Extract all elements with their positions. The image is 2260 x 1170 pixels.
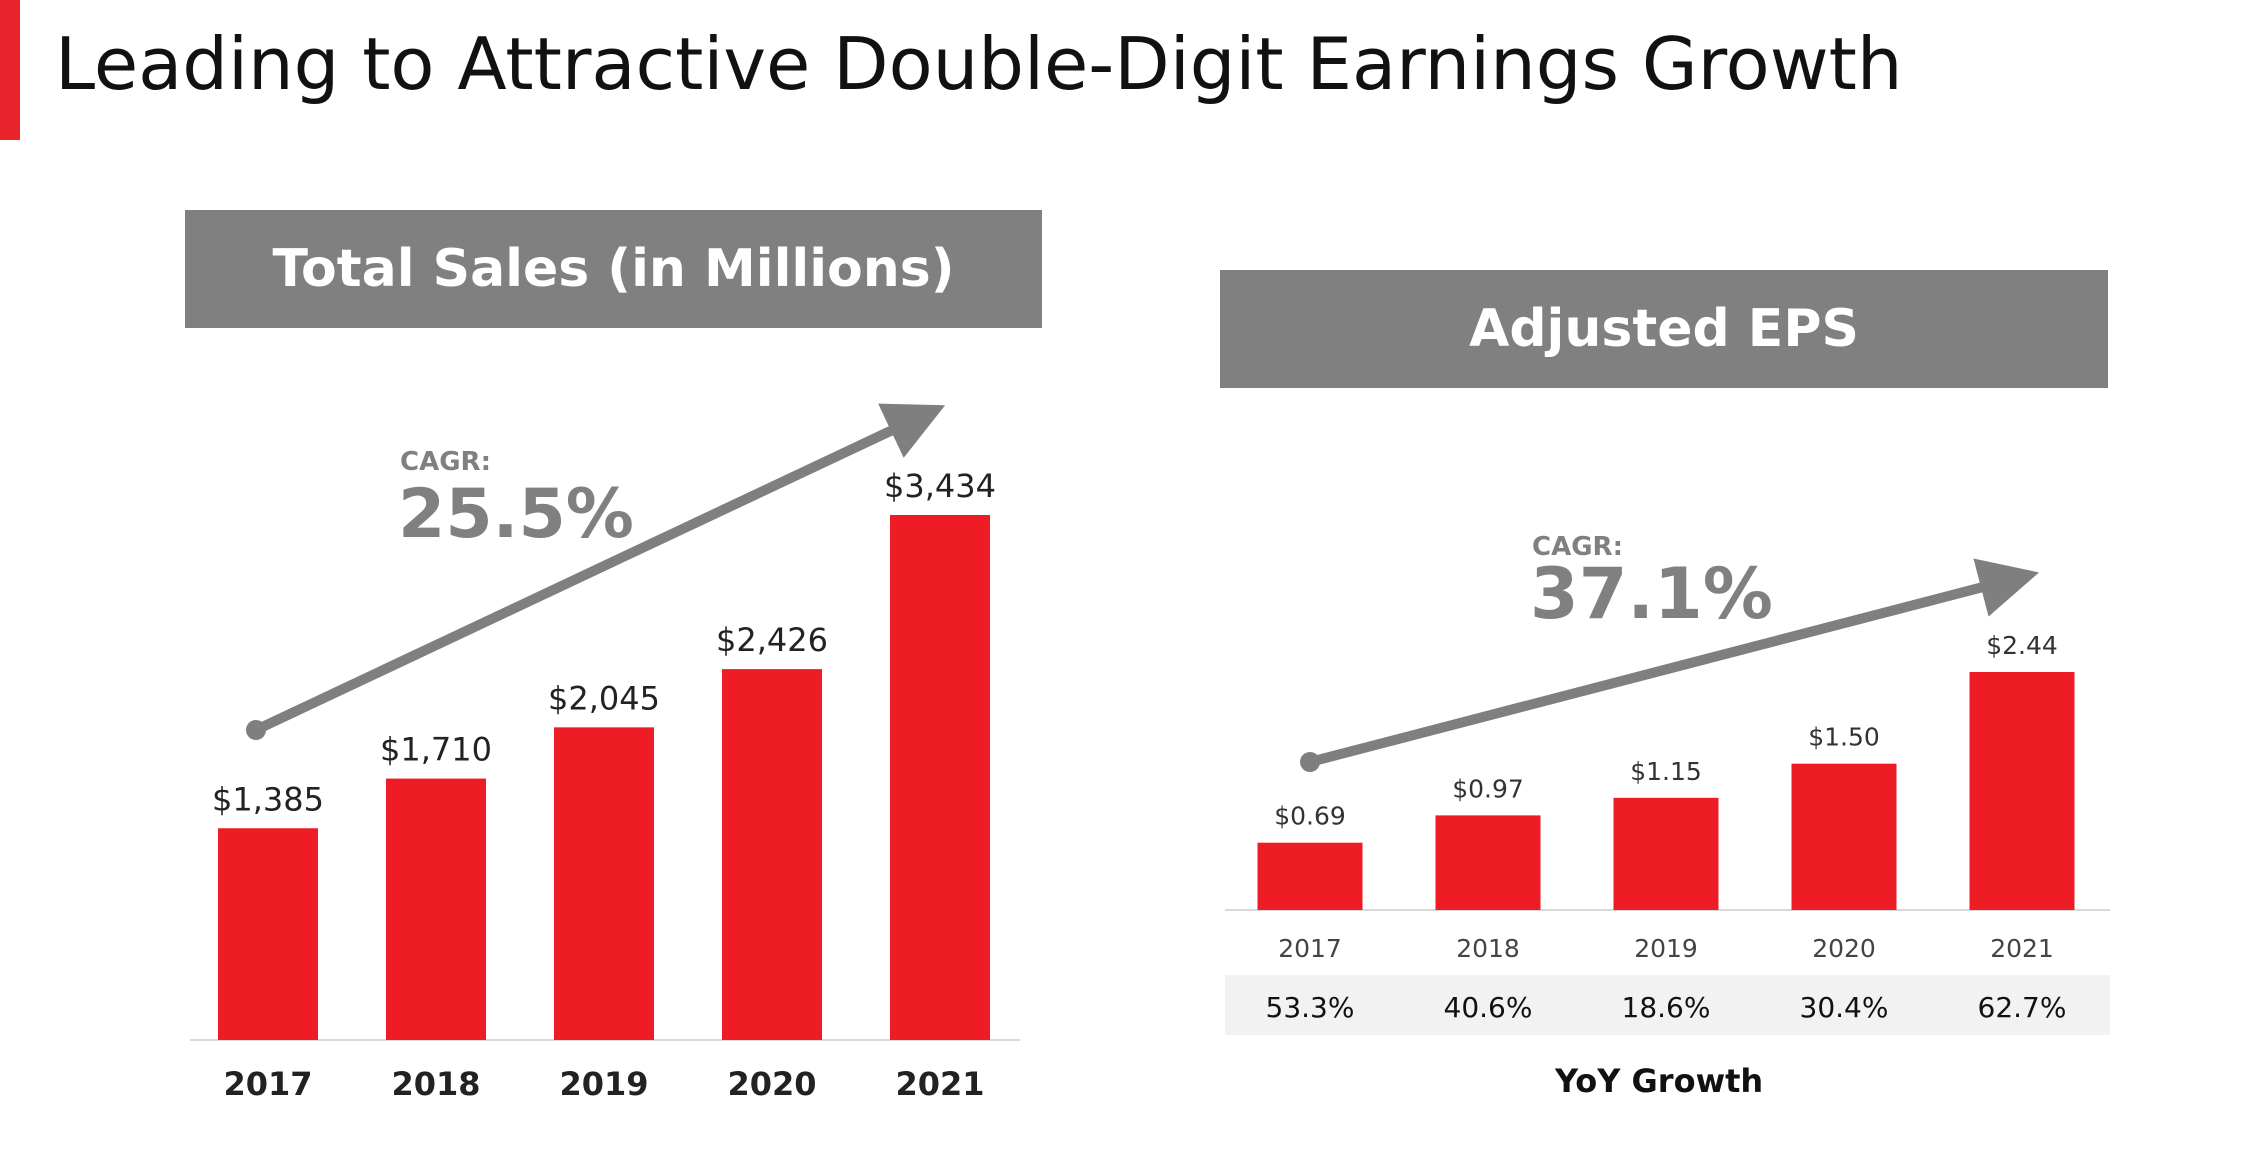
data-label: $3,434 bbox=[884, 467, 996, 505]
x-tick-label: 2017 bbox=[1278, 934, 1342, 963]
eps-chart-header: Adjusted EPS bbox=[1220, 270, 2108, 388]
data-label: $0.69 bbox=[1274, 802, 1346, 831]
bar-2021 bbox=[1969, 672, 2075, 910]
x-tick-label: 2019 bbox=[1634, 934, 1698, 963]
yoy-growth-value: 53.3% bbox=[1266, 991, 1355, 1024]
data-label: $2.44 bbox=[1986, 631, 2058, 660]
cagr-value: 37.1% bbox=[1530, 553, 1773, 635]
data-label: $1,710 bbox=[380, 731, 492, 769]
bar-2017 bbox=[218, 828, 318, 1040]
bar-2020 bbox=[722, 669, 822, 1040]
data-label: $1.15 bbox=[1630, 757, 1702, 786]
bar-2018 bbox=[386, 778, 486, 1040]
data-label: $1,385 bbox=[212, 780, 324, 818]
accent-bar bbox=[0, 0, 20, 140]
x-tick-label: 2020 bbox=[1812, 934, 1876, 963]
x-tick-label: 2021 bbox=[1990, 934, 2054, 963]
bar-2019 bbox=[554, 727, 654, 1040]
x-tick-label: 2018 bbox=[1456, 934, 1520, 963]
data-label: $2,045 bbox=[548, 679, 660, 717]
bar-2020 bbox=[1791, 763, 1897, 910]
yoy-growth-value: 30.4% bbox=[1800, 991, 1889, 1024]
sales-chart-header: Total Sales (in Millions) bbox=[185, 210, 1042, 328]
bar-2017 bbox=[1257, 842, 1363, 910]
cagr-arrow bbox=[1308, 558, 2040, 767]
data-label: $1.50 bbox=[1808, 723, 1880, 752]
slide-title: Leading to Attractive Double-Digit Earni… bbox=[55, 22, 1903, 106]
yoy-growth-value: 40.6% bbox=[1444, 991, 1533, 1024]
cagr-label: CAGR: bbox=[1532, 532, 1623, 562]
bar-2018 bbox=[1435, 815, 1541, 910]
cagr-value: 25.5% bbox=[398, 475, 634, 554]
bar-2019 bbox=[1613, 797, 1719, 910]
yoy-growth-caption: YoY Growth bbox=[1555, 1062, 1764, 1100]
x-tick-label: 2017 bbox=[223, 1065, 312, 1103]
bar-2021 bbox=[890, 515, 990, 1040]
data-label: $0.97 bbox=[1452, 774, 1524, 803]
yoy-growth-value: 18.6% bbox=[1622, 991, 1711, 1024]
yoy-growth-value: 62.7% bbox=[1978, 991, 2067, 1024]
cagr-label: CAGR: bbox=[400, 447, 491, 477]
yoy-growth-row bbox=[1225, 975, 2110, 1035]
data-label: $2,426 bbox=[716, 621, 828, 659]
cagr-arrow bbox=[253, 403, 946, 735]
x-tick-label: 2018 bbox=[391, 1065, 480, 1103]
x-tick-label: 2019 bbox=[559, 1065, 648, 1103]
x-tick-label: 2020 bbox=[727, 1065, 816, 1103]
x-tick-label: 2021 bbox=[895, 1065, 984, 1103]
